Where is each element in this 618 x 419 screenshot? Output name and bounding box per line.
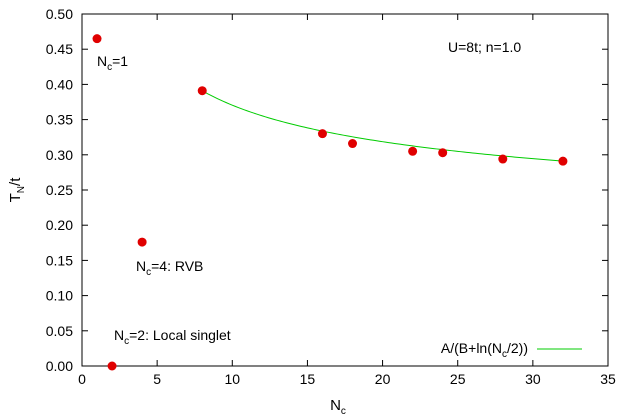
- y-tick-label: 0.30: [46, 147, 73, 163]
- annotation-nc4: Nc=4: RVB: [136, 258, 203, 278]
- x-axis-label: Nc: [330, 397, 346, 417]
- y-tick-label: 0.45: [46, 41, 73, 57]
- y-tick-label: 0.25: [46, 182, 73, 198]
- data-point: [438, 148, 448, 158]
- y-tick-label: 0.20: [46, 217, 73, 233]
- annotation-nc2-sub: c: [124, 336, 129, 347]
- y-axis-label: TN/t: [7, 177, 27, 203]
- annotation-nc1-suffix: =1: [112, 53, 128, 69]
- x-tick-label: 25: [450, 371, 466, 387]
- data-point: [558, 156, 568, 166]
- annotation-nc1-main: N: [97, 53, 107, 69]
- x-tick-label: 0: [78, 371, 86, 387]
- y-tick-label: 0.40: [46, 76, 73, 92]
- y-tick-label: 0.15: [46, 252, 73, 268]
- x-axis-label-main: N: [330, 397, 341, 414]
- annotation-nc2-main: N: [114, 327, 124, 343]
- y-axis-label-sub: N: [16, 186, 27, 193]
- y-tick-label: 0.05: [46, 323, 73, 339]
- legend-label-sub: c: [502, 349, 507, 360]
- annotation-nc4-main: N: [136, 258, 146, 274]
- y-tick-label: 0.35: [46, 112, 73, 128]
- y-tick-label: 0.00: [46, 358, 73, 374]
- annotation-nc4-suffix: =4: RVB: [151, 258, 203, 274]
- fit-curve: [201, 90, 563, 162]
- x-axis-label-sub: c: [341, 406, 346, 417]
- x-tick-label: 20: [375, 371, 391, 387]
- data-point: [197, 86, 207, 96]
- annotation-nc2-suffix: =2: Local singlet: [129, 327, 231, 343]
- x-tick-labels: 0 5 10 15 20 25 30 35: [78, 371, 616, 387]
- y-tick-label: 0.50: [46, 6, 73, 22]
- x-tick-label: 10: [224, 371, 240, 387]
- legend-label-suffix: /2)): [507, 340, 528, 356]
- y-tick-label: 0.10: [46, 288, 73, 304]
- data-points: [92, 34, 568, 371]
- data-point: [107, 361, 117, 371]
- annotation-model: U=8t; n=1.0: [448, 39, 521, 55]
- y-tick-labels: 0.00 0.05 0.10 0.15 0.20 0.25 0.30 0.35 0.40 0.45…: [46, 6, 73, 374]
- plot-frame: [81, 13, 609, 367]
- legend-label-main: A/(B+ln(N: [441, 340, 502, 356]
- x-tick-label: 5: [153, 371, 161, 387]
- y-axis-label-suffix: /t: [7, 177, 24, 186]
- x-tick-label: 30: [525, 371, 541, 387]
- data-point: [408, 146, 418, 156]
- data-point: [137, 237, 147, 247]
- legend-label: A/(B+ln(Nc/2)): [441, 340, 528, 360]
- axis-ticks: [81, 13, 609, 367]
- annotation-nc1-sub: c: [107, 62, 112, 73]
- data-point: [317, 129, 327, 139]
- legend: A/(B+ln(Nc/2)): [441, 340, 582, 360]
- x-tick-label: 15: [300, 371, 316, 387]
- data-point: [92, 34, 102, 44]
- data-point: [498, 154, 508, 164]
- data-point: [348, 139, 358, 149]
- annotation-nc2: Nc=2: Local singlet: [114, 327, 231, 347]
- annotation-nc4-sub: c: [146, 267, 151, 278]
- annotation-nc1: Nc=1: [97, 53, 128, 73]
- y-axis-label-main: T: [7, 193, 24, 202]
- x-tick-label: 35: [600, 371, 616, 387]
